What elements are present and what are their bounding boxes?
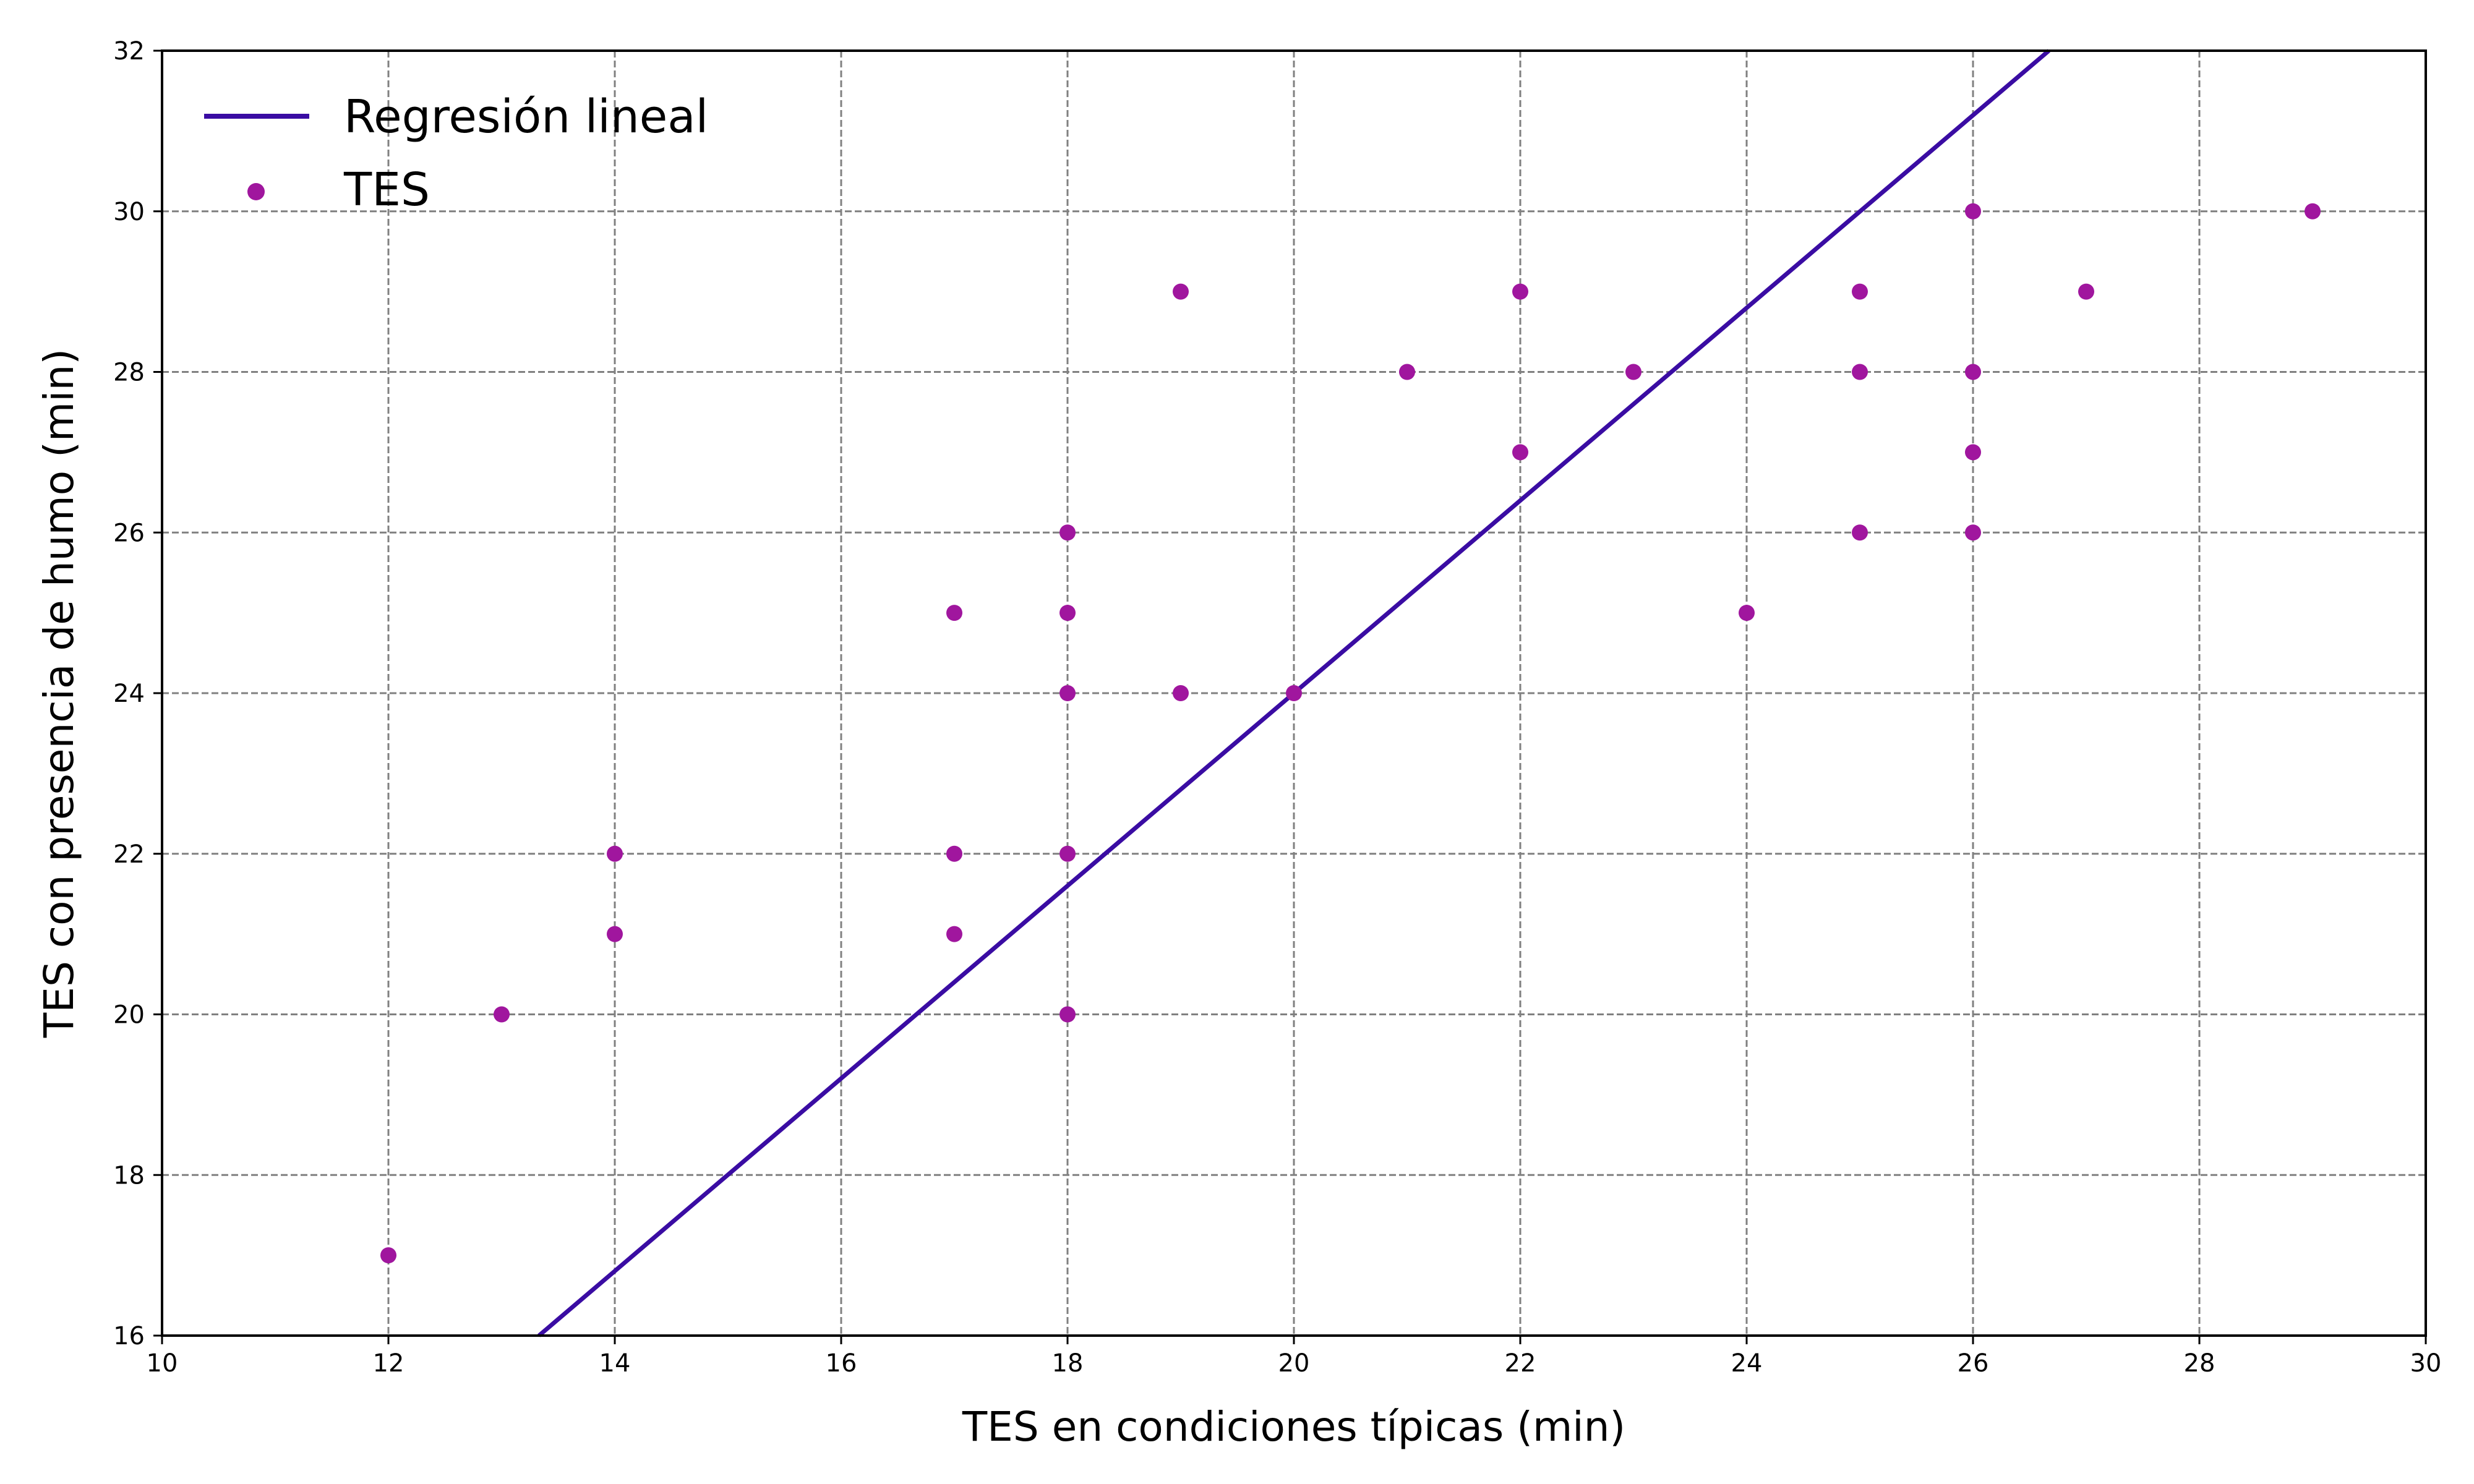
legend-swatch-tes <box>247 183 265 200</box>
data-point <box>1852 364 1868 380</box>
data-point <box>1965 444 1981 461</box>
x-tick-label: 16 <box>826 1349 857 1378</box>
y-tick-label: 22 <box>113 840 145 869</box>
data-point <box>1512 444 1528 461</box>
x-tick-label: 14 <box>599 1349 631 1378</box>
y-tick-label: 24 <box>113 680 145 708</box>
y-tick-label: 30 <box>113 198 145 226</box>
data-point <box>1059 685 1076 701</box>
x-axis-label: TES en condiciones típicas (min) <box>962 1403 1625 1451</box>
axis-ticks: 10 12 14 16 18 20 22 24 26 28 30 16 18 20 22 24 26 28 30 32 <box>113 37 2441 1378</box>
data-point <box>946 926 962 942</box>
plot-area <box>380 49 2321 1337</box>
y-tick-label: 28 <box>113 359 145 387</box>
x-tick-label: 20 <box>1278 1349 1310 1378</box>
legend-label-regression: Regresión lineal <box>344 90 708 143</box>
data-point <box>1173 283 1189 300</box>
data-point <box>1965 203 1981 220</box>
data-point <box>1399 364 1415 380</box>
data-point <box>607 845 623 862</box>
data-point <box>1625 364 1641 380</box>
data-point <box>1852 524 1868 541</box>
data-point <box>1059 605 1076 621</box>
x-tick-label: 22 <box>1505 1349 1536 1378</box>
data-point <box>1965 364 1981 380</box>
x-tick-label: 24 <box>1731 1349 1763 1378</box>
x-tick-label: 12 <box>373 1349 404 1378</box>
x-tick-label: 18 <box>1052 1349 1084 1378</box>
data-point <box>946 845 962 862</box>
data-point <box>494 1006 510 1023</box>
y-tick-label: 26 <box>113 519 145 547</box>
legend-label-tes: TES <box>343 163 430 216</box>
data-point <box>380 1247 396 1264</box>
data-point <box>607 926 623 942</box>
data-point <box>1739 605 1755 621</box>
y-axis-label: TES con presencia de humo (min) <box>35 349 83 1038</box>
data-point <box>1059 524 1076 541</box>
y-tick-label: 20 <box>113 1001 145 1030</box>
x-tick-label: 28 <box>2184 1349 2215 1378</box>
data-point <box>2078 283 2094 300</box>
y-tick-label: 16 <box>113 1322 145 1350</box>
data-point <box>946 605 962 621</box>
grid <box>162 51 2426 1336</box>
data-point <box>1286 685 1302 701</box>
x-tick-label: 30 <box>2410 1349 2442 1378</box>
legend: Regresión lineal TES <box>204 90 708 216</box>
data-point <box>1059 845 1076 862</box>
x-tick-label: 10 <box>147 1349 178 1378</box>
data-point <box>1059 1006 1076 1023</box>
data-point <box>2305 203 2321 220</box>
data-point <box>1173 685 1189 701</box>
y-tick-label: 18 <box>113 1161 145 1190</box>
x-tick-label: 26 <box>1958 1349 1989 1378</box>
data-point <box>1852 283 1868 300</box>
data-point <box>1965 524 1981 541</box>
y-tick-label: 32 <box>113 37 145 66</box>
data-point <box>1512 283 1528 300</box>
